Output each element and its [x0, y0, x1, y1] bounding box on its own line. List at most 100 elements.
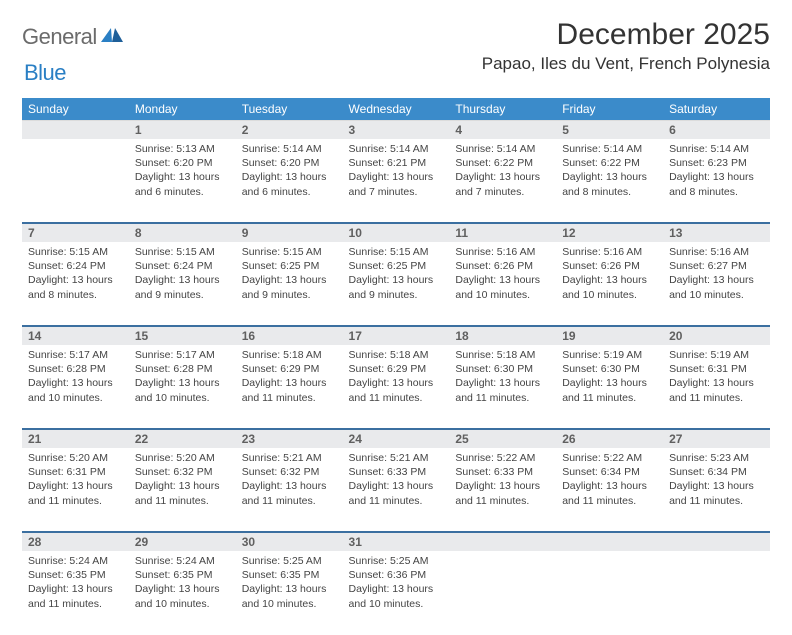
day-number: 16 — [236, 326, 343, 345]
daylight-line: Daylight: 13 hours and 11 minutes. — [242, 376, 337, 404]
daylight-line: Daylight: 13 hours and 10 minutes. — [135, 376, 230, 404]
sunrise-line: Sunrise: 5:24 AM — [28, 554, 123, 568]
weekday-header: Monday — [129, 98, 236, 121]
calendar-table: SundayMondayTuesdayWednesdayThursdayFrid… — [22, 98, 770, 635]
day-cell: Sunrise: 5:15 AMSunset: 6:25 PMDaylight:… — [343, 242, 450, 326]
sunset-line: Sunset: 6:34 PM — [669, 465, 764, 479]
day-number: 2 — [236, 121, 343, 140]
sunset-line: Sunset: 6:26 PM — [455, 259, 550, 273]
sunset-line: Sunset: 6:25 PM — [242, 259, 337, 273]
day-cell: Sunrise: 5:18 AMSunset: 6:29 PMDaylight:… — [343, 345, 450, 429]
sunset-line: Sunset: 6:26 PM — [562, 259, 657, 273]
daylight-line: Daylight: 13 hours and 8 minutes. — [562, 170, 657, 198]
sunset-line: Sunset: 6:35 PM — [28, 568, 123, 582]
day-number: 14 — [22, 326, 129, 345]
day-info-row: Sunrise: 5:20 AMSunset: 6:31 PMDaylight:… — [22, 448, 770, 532]
sunrise-line: Sunrise: 5:13 AM — [135, 142, 230, 156]
day-info-row: Sunrise: 5:15 AMSunset: 6:24 PMDaylight:… — [22, 242, 770, 326]
sunrise-line: Sunrise: 5:16 AM — [562, 245, 657, 259]
sunrise-line: Sunrise: 5:14 AM — [669, 142, 764, 156]
sunrise-line: Sunrise: 5:16 AM — [455, 245, 550, 259]
sunrise-line: Sunrise: 5:23 AM — [669, 451, 764, 465]
day-number — [663, 532, 770, 551]
daylight-line: Daylight: 13 hours and 11 minutes. — [455, 376, 550, 404]
day-cell: Sunrise: 5:25 AMSunset: 6:36 PMDaylight:… — [343, 551, 450, 635]
sunset-line: Sunset: 6:33 PM — [349, 465, 444, 479]
day-number: 30 — [236, 532, 343, 551]
sunset-line: Sunset: 6:24 PM — [135, 259, 230, 273]
sunrise-line: Sunrise: 5:15 AM — [135, 245, 230, 259]
day-cell: Sunrise: 5:16 AMSunset: 6:26 PMDaylight:… — [449, 242, 556, 326]
day-cell: Sunrise: 5:24 AMSunset: 6:35 PMDaylight:… — [22, 551, 129, 635]
daylight-line: Daylight: 13 hours and 6 minutes. — [242, 170, 337, 198]
sunset-line: Sunset: 6:29 PM — [242, 362, 337, 376]
day-number: 23 — [236, 429, 343, 448]
daylight-line: Daylight: 13 hours and 11 minutes. — [28, 582, 123, 610]
sunset-line: Sunset: 6:35 PM — [135, 568, 230, 582]
day-cell: Sunrise: 5:14 AMSunset: 6:22 PMDaylight:… — [556, 139, 663, 223]
day-cell: Sunrise: 5:21 AMSunset: 6:32 PMDaylight:… — [236, 448, 343, 532]
day-number: 12 — [556, 223, 663, 242]
day-cell — [449, 551, 556, 635]
day-cell: Sunrise: 5:21 AMSunset: 6:33 PMDaylight:… — [343, 448, 450, 532]
sunrise-line: Sunrise: 5:14 AM — [349, 142, 444, 156]
sunrise-line: Sunrise: 5:21 AM — [349, 451, 444, 465]
day-cell: Sunrise: 5:17 AMSunset: 6:28 PMDaylight:… — [129, 345, 236, 429]
day-cell: Sunrise: 5:14 AMSunset: 6:21 PMDaylight:… — [343, 139, 450, 223]
sunset-line: Sunset: 6:28 PM — [135, 362, 230, 376]
weekday-header-row: SundayMondayTuesdayWednesdayThursdayFrid… — [22, 98, 770, 121]
sunset-line: Sunset: 6:31 PM — [669, 362, 764, 376]
sunset-line: Sunset: 6:22 PM — [455, 156, 550, 170]
day-number: 27 — [663, 429, 770, 448]
day-cell: Sunrise: 5:20 AMSunset: 6:32 PMDaylight:… — [129, 448, 236, 532]
sunset-line: Sunset: 6:27 PM — [669, 259, 764, 273]
daylight-line: Daylight: 13 hours and 10 minutes. — [349, 582, 444, 610]
sunset-line: Sunset: 6:23 PM — [669, 156, 764, 170]
day-cell: Sunrise: 5:17 AMSunset: 6:28 PMDaylight:… — [22, 345, 129, 429]
day-number: 21 — [22, 429, 129, 448]
day-number: 1 — [129, 121, 236, 140]
month-title: December 2025 — [482, 18, 770, 52]
sunset-line: Sunset: 6:20 PM — [242, 156, 337, 170]
sunrise-line: Sunrise: 5:14 AM — [562, 142, 657, 156]
sunset-line: Sunset: 6:20 PM — [135, 156, 230, 170]
day-number: 13 — [663, 223, 770, 242]
sunrise-line: Sunrise: 5:22 AM — [562, 451, 657, 465]
daylight-line: Daylight: 13 hours and 11 minutes. — [669, 376, 764, 404]
sunset-line: Sunset: 6:30 PM — [562, 362, 657, 376]
day-cell: Sunrise: 5:18 AMSunset: 6:30 PMDaylight:… — [449, 345, 556, 429]
logo-word2: Blue — [24, 60, 66, 85]
sunset-line: Sunset: 6:24 PM — [28, 259, 123, 273]
day-number-row: 123456 — [22, 121, 770, 140]
sunset-line: Sunset: 6:34 PM — [562, 465, 657, 479]
daylight-line: Daylight: 13 hours and 10 minutes. — [28, 376, 123, 404]
day-cell — [556, 551, 663, 635]
day-cell: Sunrise: 5:14 AMSunset: 6:20 PMDaylight:… — [236, 139, 343, 223]
sunrise-line: Sunrise: 5:19 AM — [669, 348, 764, 362]
daylight-line: Daylight: 13 hours and 9 minutes. — [135, 273, 230, 301]
day-cell: Sunrise: 5:15 AMSunset: 6:24 PMDaylight:… — [22, 242, 129, 326]
day-cell: Sunrise: 5:24 AMSunset: 6:35 PMDaylight:… — [129, 551, 236, 635]
day-number: 9 — [236, 223, 343, 242]
day-number — [449, 532, 556, 551]
daylight-line: Daylight: 13 hours and 9 minutes. — [349, 273, 444, 301]
day-number: 22 — [129, 429, 236, 448]
daylight-line: Daylight: 13 hours and 7 minutes. — [349, 170, 444, 198]
day-cell: Sunrise: 5:16 AMSunset: 6:27 PMDaylight:… — [663, 242, 770, 326]
sunrise-line: Sunrise: 5:20 AM — [28, 451, 123, 465]
sunrise-line: Sunrise: 5:15 AM — [242, 245, 337, 259]
day-cell: Sunrise: 5:14 AMSunset: 6:22 PMDaylight:… — [449, 139, 556, 223]
day-number: 10 — [343, 223, 450, 242]
weekday-header: Thursday — [449, 98, 556, 121]
day-number: 11 — [449, 223, 556, 242]
day-cell: Sunrise: 5:14 AMSunset: 6:23 PMDaylight:… — [663, 139, 770, 223]
day-info-row: Sunrise: 5:17 AMSunset: 6:28 PMDaylight:… — [22, 345, 770, 429]
day-number-row: 78910111213 — [22, 223, 770, 242]
weekday-header: Wednesday — [343, 98, 450, 121]
day-number: 18 — [449, 326, 556, 345]
sunset-line: Sunset: 6:33 PM — [455, 465, 550, 479]
day-cell: Sunrise: 5:13 AMSunset: 6:20 PMDaylight:… — [129, 139, 236, 223]
day-number: 26 — [556, 429, 663, 448]
daylight-line: Daylight: 13 hours and 11 minutes. — [242, 479, 337, 507]
daylight-line: Daylight: 13 hours and 11 minutes. — [28, 479, 123, 507]
